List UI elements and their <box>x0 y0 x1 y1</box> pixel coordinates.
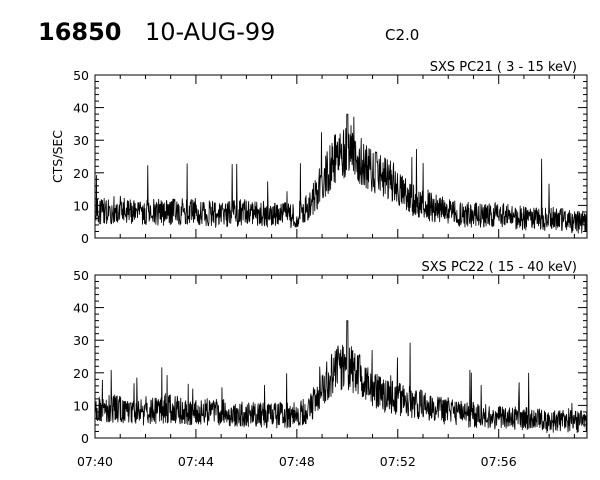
y-tick-label: 0 <box>81 431 89 446</box>
count-rate-trace <box>94 113 588 234</box>
panel-title: SXS PC22 ( 15 - 40 keV) <box>421 260 577 275</box>
y-tick-label: 10 <box>73 398 89 413</box>
panel-title: SXS PC21 ( 3 - 15 keV) <box>430 60 577 75</box>
count-rate-trace <box>94 320 588 434</box>
y-tick-label: 0 <box>81 231 89 246</box>
y-tick-label: 20 <box>73 166 89 181</box>
x-tick-label: 07:56 <box>481 454 517 469</box>
plot-frame <box>94 274 588 439</box>
panel-pc22: SXS PC22 ( 15 - 40 keV) 0 10 20 30 40 50 07:40 0… <box>73 260 588 469</box>
plot-frame <box>94 74 588 239</box>
x-tick-label: 07:52 <box>380 454 416 469</box>
y-tick-label: 30 <box>73 133 89 148</box>
flare-class: C2.0 <box>385 26 419 44</box>
x-tick-label: 07:48 <box>279 454 315 469</box>
x-tick-label: 07:40 <box>77 454 113 469</box>
y-tick-label: 10 <box>73 198 89 213</box>
y-tick-label: 30 <box>73 333 89 348</box>
event-date: 10-AUG-99 <box>145 18 275 46</box>
y-axis-label: CTS/SEC <box>50 130 65 183</box>
y-tick-label: 40 <box>73 301 89 316</box>
event-id: 16850 <box>38 18 122 46</box>
y-tick-label: 20 <box>73 366 89 381</box>
y-tick-label: 40 <box>73 101 89 116</box>
x-tick-label: 07:44 <box>178 454 214 469</box>
y-tick-label: 50 <box>73 68 89 83</box>
panel-pc21: SXS PC21 ( 3 - 15 keV) CTS/SEC 0 10 20 30 40 50 <box>50 60 588 246</box>
y-tick-label: 50 <box>73 268 89 283</box>
